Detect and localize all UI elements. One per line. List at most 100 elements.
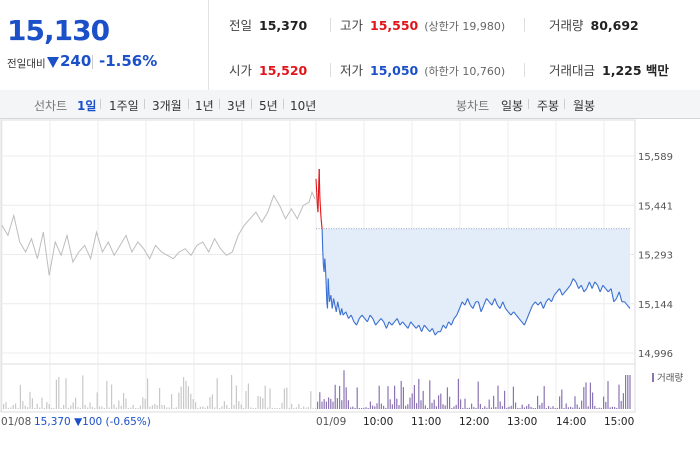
plot-frame [0, 119, 636, 413]
tab-divider [100, 99, 101, 109]
price-segment-down [472, 301, 477, 309]
price-segment-down [434, 331, 439, 336]
volume-bar-prev [27, 407, 29, 409]
tab-daily[interactable]: 일봉 [501, 99, 524, 113]
price-segment-up [319, 205, 322, 219]
volume-bar-prev [48, 404, 50, 409]
price-segment-down [467, 298, 471, 306]
volume-bar [466, 407, 468, 409]
tab-1w[interactable]: 1주일 [109, 99, 139, 113]
upper-limit: (상한가 19,980) [424, 20, 506, 33]
volume-bar-prev [269, 388, 271, 409]
price-segment-down [464, 298, 469, 306]
volume-bar-prev [79, 407, 81, 409]
volume-bar [433, 399, 435, 409]
price-segment-down [534, 301, 539, 306]
volume-bar-prev [183, 377, 185, 409]
tab-3m[interactable]: 3개월 [152, 99, 182, 113]
volume-bar-prev [209, 397, 211, 409]
volume-bar [620, 400, 622, 409]
volume-bar-prev [5, 402, 7, 409]
price-segment-down [553, 291, 558, 296]
price-segment-down [550, 294, 555, 303]
volume-bar-prev [303, 406, 305, 409]
price-segment-down [358, 314, 363, 319]
high-label: 고가 [340, 18, 364, 33]
price-segment-up [319, 195, 321, 206]
volume-bar [477, 381, 479, 409]
volume-bar [468, 407, 470, 409]
volume-bar-prev [130, 407, 132, 409]
volume-bar [391, 404, 393, 409]
tab-1y[interactable]: 1년 [195, 99, 214, 113]
volume-bar-prev [103, 408, 105, 409]
volume-bar-prev [300, 408, 302, 409]
volume-bar [532, 408, 534, 409]
volume-bar-prev [185, 380, 187, 409]
volume-bar [559, 396, 561, 409]
volume-bar-prev [235, 385, 237, 409]
price-segment-down [325, 285, 328, 302]
tab-divider [251, 99, 252, 109]
price-segment-down [540, 301, 544, 309]
volume-bar [512, 386, 514, 409]
volume-bar-prev [228, 408, 230, 409]
tab-monthly[interactable]: 월봉 [573, 99, 596, 113]
volume-bar-prev [274, 408, 276, 409]
price-segment-down [364, 318, 368, 323]
volume-bar-prev [312, 407, 314, 409]
price-segment-down [445, 321, 450, 329]
volume-bar [574, 396, 576, 409]
volume-bar [449, 396, 451, 409]
tab-1d[interactable]: 1일 [77, 99, 97, 113]
volume-bar [402, 387, 404, 409]
price-segment-down [496, 304, 501, 309]
volume-bar [618, 384, 620, 409]
volume-bar [589, 382, 591, 409]
prev-day-rate: (-0.65%) [106, 416, 151, 428]
tab-5y[interactable]: 5년 [259, 99, 278, 113]
volume-bar [396, 398, 398, 409]
price-segment-down [494, 298, 498, 306]
volume-bar [545, 408, 547, 409]
volume-bar [488, 399, 490, 409]
price-segment-down [396, 318, 401, 326]
y-tick-label: 15,589 [638, 152, 673, 163]
volume-bar-prev [43, 407, 45, 409]
low-stat: 저가 15,050 (하한가 10,760) [340, 60, 505, 79]
volume-stat: 거래량 80,692 [549, 15, 639, 34]
volume-bar [325, 401, 327, 409]
tab-divider [188, 99, 189, 109]
volume-bar [374, 406, 376, 409]
tab-10y[interactable]: 10년 [290, 99, 317, 113]
volume-bar-prev [142, 397, 144, 409]
price-segment-down [569, 278, 574, 286]
volume-bar-prev [147, 378, 149, 409]
stat-divider [524, 18, 525, 32]
volume-bar-prev [31, 398, 33, 409]
volume-bar-prev [252, 408, 254, 409]
volume-bar [622, 393, 624, 409]
volume-bar [339, 386, 341, 409]
price-segment-down [410, 321, 414, 326]
volume-bar [556, 407, 558, 409]
volume-bar-prev [207, 405, 209, 409]
volume-bar-prev [137, 408, 139, 409]
price-segment-down [626, 304, 631, 309]
volume-bar-prev [75, 397, 77, 409]
volume-bar [350, 407, 352, 409]
volume-bar-prev [106, 381, 108, 409]
price-segment-down [486, 298, 490, 303]
volume-bar-prev [127, 407, 129, 409]
volume-bar [479, 403, 481, 409]
tab-3y[interactable]: 3년 [227, 99, 246, 113]
volume-bar-prev [199, 406, 201, 409]
volume-bar [451, 408, 453, 409]
change-divider [92, 55, 93, 69]
volume-bar [400, 380, 402, 409]
volume-bar [530, 406, 532, 409]
change-label: 전일대비 [7, 58, 46, 70]
tab-weekly[interactable]: 주봉 [537, 99, 560, 113]
price-segment-down [322, 251, 324, 266]
volume-bar [416, 403, 418, 409]
